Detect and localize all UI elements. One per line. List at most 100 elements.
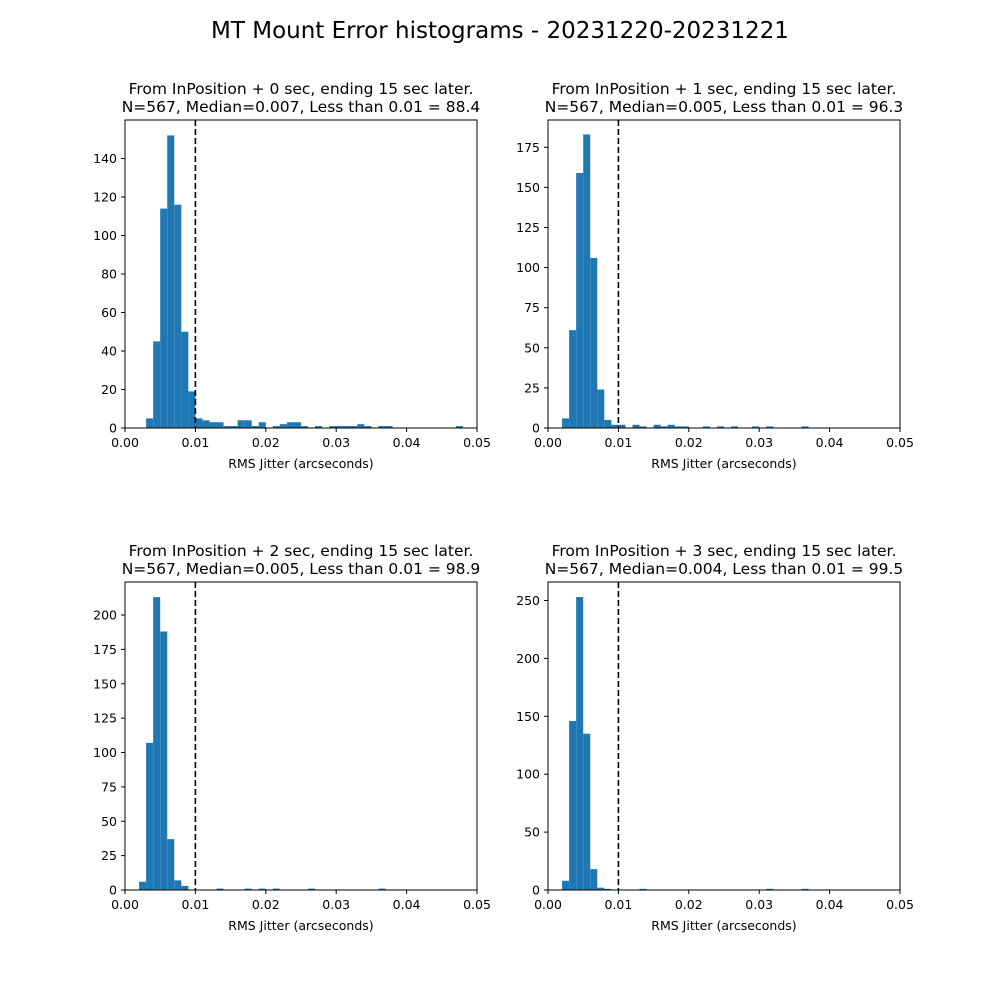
axes-frame — [124, 581, 478, 891]
histogram-bar — [216, 422, 224, 428]
y-tick-label: 75 — [524, 300, 540, 315]
histogram-bar — [230, 426, 238, 428]
histogram-bar — [301, 426, 309, 428]
histogram-panels: From InPosition + 0 sec, ending 15 sec l… — [93, 80, 914, 933]
axes-frame — [547, 119, 901, 429]
histogram-bar — [604, 888, 612, 890]
y-tick-label: 125 — [93, 711, 117, 726]
histogram-bar — [604, 419, 612, 428]
x-axis-label: RMS Jitter (arcseconds) — [651, 456, 796, 471]
y-tick-label: 20 — [101, 382, 117, 397]
x-tick-label: 0.00 — [534, 435, 562, 450]
histogram-bar — [590, 257, 598, 428]
y-tick-label: 40 — [101, 344, 117, 359]
y-tick-label: 100 — [93, 228, 117, 243]
y-tick-label: 60 — [101, 305, 117, 320]
histogram-bar — [731, 426, 739, 428]
x-tick-label: 0.01 — [181, 435, 209, 450]
histogram-bar — [209, 422, 217, 428]
histogram-bar — [590, 869, 598, 890]
histogram-bar — [139, 881, 147, 890]
x-axis-label: RMS Jitter (arcseconds) — [228, 456, 373, 471]
x-tick-label: 0.05 — [886, 435, 914, 450]
histogram-bar — [576, 172, 584, 428]
histogram-bar — [766, 426, 774, 428]
x-axis-label: RMS Jitter (arcseconds) — [651, 918, 796, 933]
histogram-bar — [562, 880, 570, 890]
histogram-bar — [237, 420, 245, 428]
histogram-bar — [336, 426, 344, 428]
y-tick-label: 0 — [532, 421, 540, 436]
histogram-bar — [618, 424, 626, 428]
histogram-bar — [343, 426, 351, 428]
panel-subtitle: N=567, Median=0.004, Less than 0.01 = 99… — [545, 560, 904, 578]
y-tick-label: 100 — [516, 767, 540, 782]
histogram-bar — [216, 888, 224, 890]
y-tick-label: 25 — [101, 848, 117, 863]
histogram-bars — [562, 597, 809, 890]
histogram-bar — [639, 888, 647, 890]
y-tick-label: 0 — [109, 421, 117, 436]
histogram-bar — [181, 885, 189, 890]
x-tick-label: 0.02 — [675, 897, 703, 912]
x-tick-label: 0.02 — [675, 435, 703, 450]
y-tick-label: 0 — [532, 883, 540, 898]
x-tick-label: 0.03 — [745, 897, 773, 912]
x-axis-label: RMS Jitter (arcseconds) — [228, 918, 373, 933]
histogram-bar — [286, 422, 294, 428]
panel-title: From InPosition + 1 sec, ending 15 sec l… — [552, 80, 897, 98]
histogram-bar — [329, 426, 337, 428]
x-tick-label: 0.04 — [393, 897, 421, 912]
y-tick-label: 100 — [93, 745, 117, 760]
y-tick-label: 25 — [524, 380, 540, 395]
histogram-bar — [611, 424, 619, 428]
histogram-bar — [716, 426, 724, 428]
x-tick-label: 0.03 — [745, 435, 773, 450]
x-tick-label: 0.00 — [111, 897, 139, 912]
x-tick-label: 0.04 — [393, 435, 421, 450]
histogram-bars — [146, 135, 463, 428]
y-tick-label: 175 — [516, 140, 540, 155]
histogram-bar — [667, 424, 675, 428]
panel-subtitle: N=567, Median=0.005, Less than 0.01 = 96… — [545, 98, 904, 116]
histogram-bar — [174, 204, 182, 428]
histogram-bar — [702, 426, 710, 428]
histogram-bar — [188, 391, 196, 428]
histogram-bar — [752, 426, 760, 428]
x-tick-label: 0.03 — [322, 435, 350, 450]
y-tick-label: 0 — [109, 883, 117, 898]
x-tick-label: 0.04 — [816, 435, 844, 450]
histogram-bar — [597, 389, 605, 428]
x-tick-label: 0.03 — [322, 897, 350, 912]
histogram-bar — [146, 742, 154, 890]
y-tick-label: 250 — [516, 593, 540, 608]
x-tick-label: 0.00 — [111, 435, 139, 450]
histogram-bar — [244, 888, 252, 890]
y-tick-label: 50 — [524, 340, 540, 355]
histogram-bar — [801, 888, 809, 890]
y-tick-label: 175 — [93, 642, 117, 657]
x-tick-label: 0.05 — [463, 435, 491, 450]
histogram-bar — [576, 597, 584, 890]
x-tick-label: 0.05 — [886, 897, 914, 912]
histogram-bar — [146, 418, 154, 428]
histogram-bar — [378, 888, 386, 890]
x-tick-label: 0.02 — [252, 897, 280, 912]
y-tick-label: 100 — [516, 260, 540, 275]
x-tick-label: 0.02 — [252, 435, 280, 450]
y-tick-label: 150 — [516, 180, 540, 195]
histogram-bar — [181, 331, 189, 428]
histogram-bar — [167, 135, 175, 428]
y-tick-label: 50 — [524, 825, 540, 840]
histogram-bar — [153, 341, 161, 428]
histogram-bar — [223, 426, 231, 428]
histogram-bar — [674, 426, 682, 428]
histogram-bar — [272, 426, 280, 428]
histogram-bar — [455, 426, 463, 428]
histogram-bar — [258, 888, 266, 890]
x-tick-label: 0.01 — [604, 435, 632, 450]
histogram-bars — [139, 597, 386, 890]
panel-subtitle: N=567, Median=0.005, Less than 0.01 = 98… — [122, 560, 481, 578]
axes-frame — [547, 581, 901, 891]
